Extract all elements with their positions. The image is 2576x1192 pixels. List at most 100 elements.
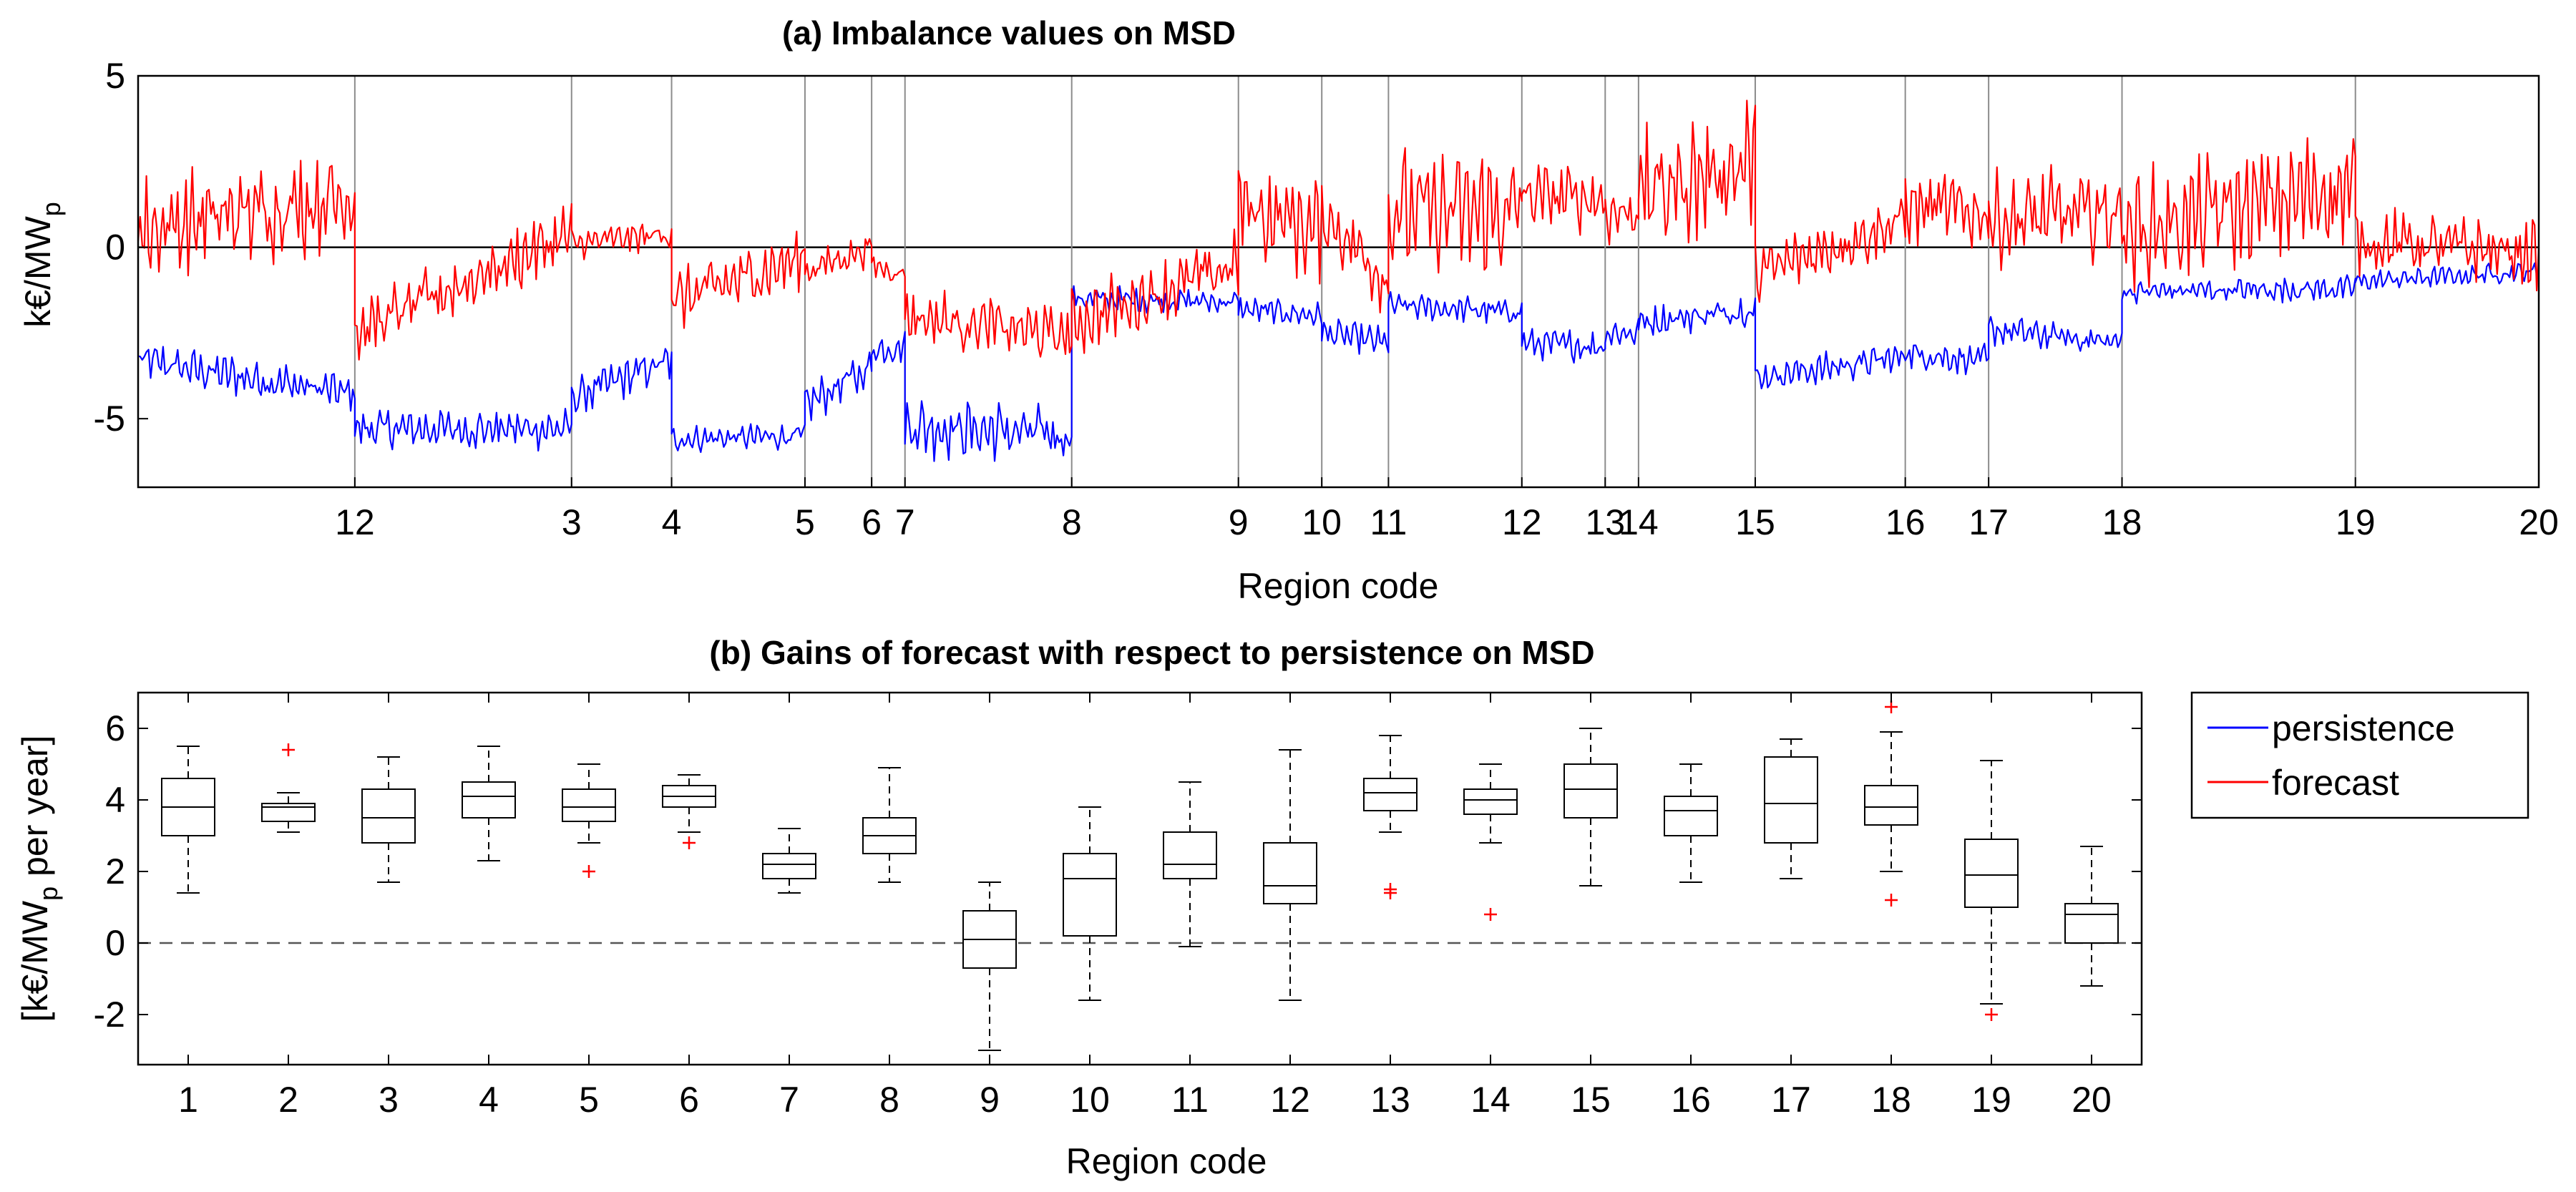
- box-outlier-marker: [1384, 886, 1397, 899]
- panel-b-ytick-label: 4: [105, 780, 125, 820]
- panel-a-y-axis-label: k€/MWp: [18, 202, 66, 328]
- panel-b-xtick-label: 13: [1370, 1080, 1410, 1120]
- box-10: [1063, 806, 1117, 1001]
- box-18: [1864, 700, 1918, 907]
- box-outlier-marker: [683, 836, 696, 849]
- panel-a-series-persistence: [137, 262, 2540, 462]
- panel-b-ytick-label: -2: [94, 995, 125, 1035]
- panel-a-xtick-label: 15: [1735, 502, 1775, 542]
- panel-a-xtick-label: 8: [1062, 502, 1082, 542]
- panel-a-xtick-label: 12: [1502, 502, 1542, 542]
- panel-a-xtick-label: 14: [1619, 502, 1659, 542]
- panel-b-xtick-label: 6: [679, 1080, 699, 1120]
- box-outlier-marker: [282, 743, 295, 756]
- panel-b-xtick-label: 8: [879, 1080, 899, 1120]
- panel-a-xtick-label: 7: [895, 502, 915, 542]
- box-iqr: [1363, 778, 1418, 811]
- panel-a-xtick-label: 6: [862, 502, 882, 542]
- box-14: [1463, 763, 1518, 921]
- panel-b-xtick-label: 2: [278, 1080, 298, 1120]
- panel-a-axes-box: [137, 74, 2540, 489]
- panel-a-y-ticks: -5 0 5: [94, 56, 148, 439]
- panel-a-series-forecast: [137, 99, 2540, 361]
- panel-b-xtick-label: 17: [1771, 1080, 1811, 1120]
- legend-box: [2190, 691, 2529, 819]
- box-iqr: [562, 788, 616, 822]
- box-iqr: [762, 853, 816, 879]
- panel-b-xtick-label: 9: [980, 1080, 1000, 1120]
- legend-persistence-label: persistence: [2272, 708, 2455, 748]
- box-outlier-marker: [1885, 894, 1898, 907]
- box-iqr: [1263, 842, 1317, 904]
- panel-a-xtick-label: 10: [1302, 502, 1342, 542]
- box-9: [962, 881, 1017, 1051]
- box-13: [1363, 735, 1418, 899]
- box-outlier-marker: [582, 865, 595, 878]
- box-11: [1163, 781, 1217, 947]
- panel-b-xtick-label: 16: [1671, 1080, 1711, 1120]
- panel-b-xtick-label: 19: [1971, 1080, 2011, 1120]
- panel-b-ytick-label: 6: [105, 708, 125, 748]
- panel-b-xtick-label: 15: [1571, 1080, 1611, 1120]
- panel-a-plot-area: [137, 76, 2540, 487]
- panel-b-plot-area: [138, 700, 2142, 1051]
- panel-a-xtick-label: 17: [1968, 502, 2009, 542]
- box-5: [562, 763, 616, 878]
- panel-b-xtick-label: 20: [2072, 1080, 2112, 1120]
- box-iqr: [1664, 796, 1718, 836]
- panel-b-y-axis-label: [k€/MWp per year]: [15, 736, 63, 1022]
- panel-a-ytick-label: 0: [105, 228, 125, 268]
- box-iqr: [1063, 853, 1117, 937]
- panel-b-xtick-label: 18: [1871, 1080, 1911, 1120]
- panel-b-xtick-label: 10: [1070, 1080, 1110, 1120]
- legend-forecast-label: forecast: [2272, 763, 2399, 803]
- panel-b: (b) Gains of forecast with respect to pe…: [15, 634, 2143, 1181]
- panel-a-xtick-label: 20: [2519, 502, 2559, 542]
- panel-b-xtick-label: 4: [479, 1080, 499, 1120]
- panel-b-ytick-label: 0: [105, 923, 125, 963]
- panel-a-x-axis-label: Region code: [1238, 566, 1439, 606]
- box-iqr: [1163, 831, 1217, 879]
- box-19: [1964, 760, 2019, 1021]
- box-iqr: [462, 781, 516, 819]
- box-8: [862, 767, 917, 883]
- box-16: [1664, 763, 1718, 883]
- panel-b-axes-box: [137, 691, 2143, 1066]
- panel-a-xtick-label: 18: [2102, 502, 2142, 542]
- panel-a-title: (a) Imbalance values on MSD: [782, 14, 1236, 52]
- panel-a-xtick-label: 13: [1585, 502, 1625, 542]
- box-17: [1764, 738, 1818, 879]
- panel-a-xtick-label: 9: [1229, 502, 1249, 542]
- panel-a-xtick-label: 12: [335, 502, 375, 542]
- panel-a-xtick-label: 3: [562, 502, 582, 542]
- panel-b-xtick-label: 7: [779, 1080, 799, 1120]
- panel-b-x-ticks: 1 2 3 4 5 6 7 8 9 10 11 12 13 14 15 16 17 18 19 20: [178, 693, 2112, 1120]
- panel-a-ytick-label: 5: [105, 56, 125, 96]
- panel-a-xtick-label: 19: [2336, 502, 2376, 542]
- box-iqr: [2064, 903, 2119, 944]
- box-iqr: [361, 788, 416, 844]
- panel-b-ytick-label: 2: [105, 851, 125, 891]
- panel-a-xtick-label: 16: [1885, 502, 1926, 542]
- box-iqr: [1463, 788, 1518, 815]
- panel-a-ytick-label: -5: [94, 399, 125, 439]
- panel-a-xtick-label: 4: [662, 502, 682, 542]
- panel-b-x-axis-label: Region code: [1066, 1141, 1267, 1181]
- panel-b-xtick-label: 1: [178, 1080, 198, 1120]
- panel-b-xtick-label: 12: [1270, 1080, 1310, 1120]
- panel-b-title: (b) Gains of forecast with respect to pe…: [709, 634, 1594, 671]
- legend: persistence forecast: [2190, 691, 2529, 819]
- panel-b-y-ticks: -2 0 2 4 6: [94, 708, 2142, 1035]
- panel-b-xtick-label: 3: [379, 1080, 399, 1120]
- panel-a-xtick-label: 5: [795, 502, 815, 542]
- panel-a-xtick-label: 11: [1370, 502, 1407, 542]
- panel-b-xtick-label: 14: [1470, 1080, 1511, 1120]
- box-outlier-marker: [1985, 1008, 1998, 1021]
- box-2: [261, 743, 316, 833]
- box-15: [1563, 728, 1618, 886]
- box-iqr: [261, 803, 316, 822]
- box-7: [762, 828, 816, 894]
- box-iqr: [1563, 763, 1618, 819]
- box-12: [1263, 749, 1317, 1001]
- box-3: [361, 756, 416, 883]
